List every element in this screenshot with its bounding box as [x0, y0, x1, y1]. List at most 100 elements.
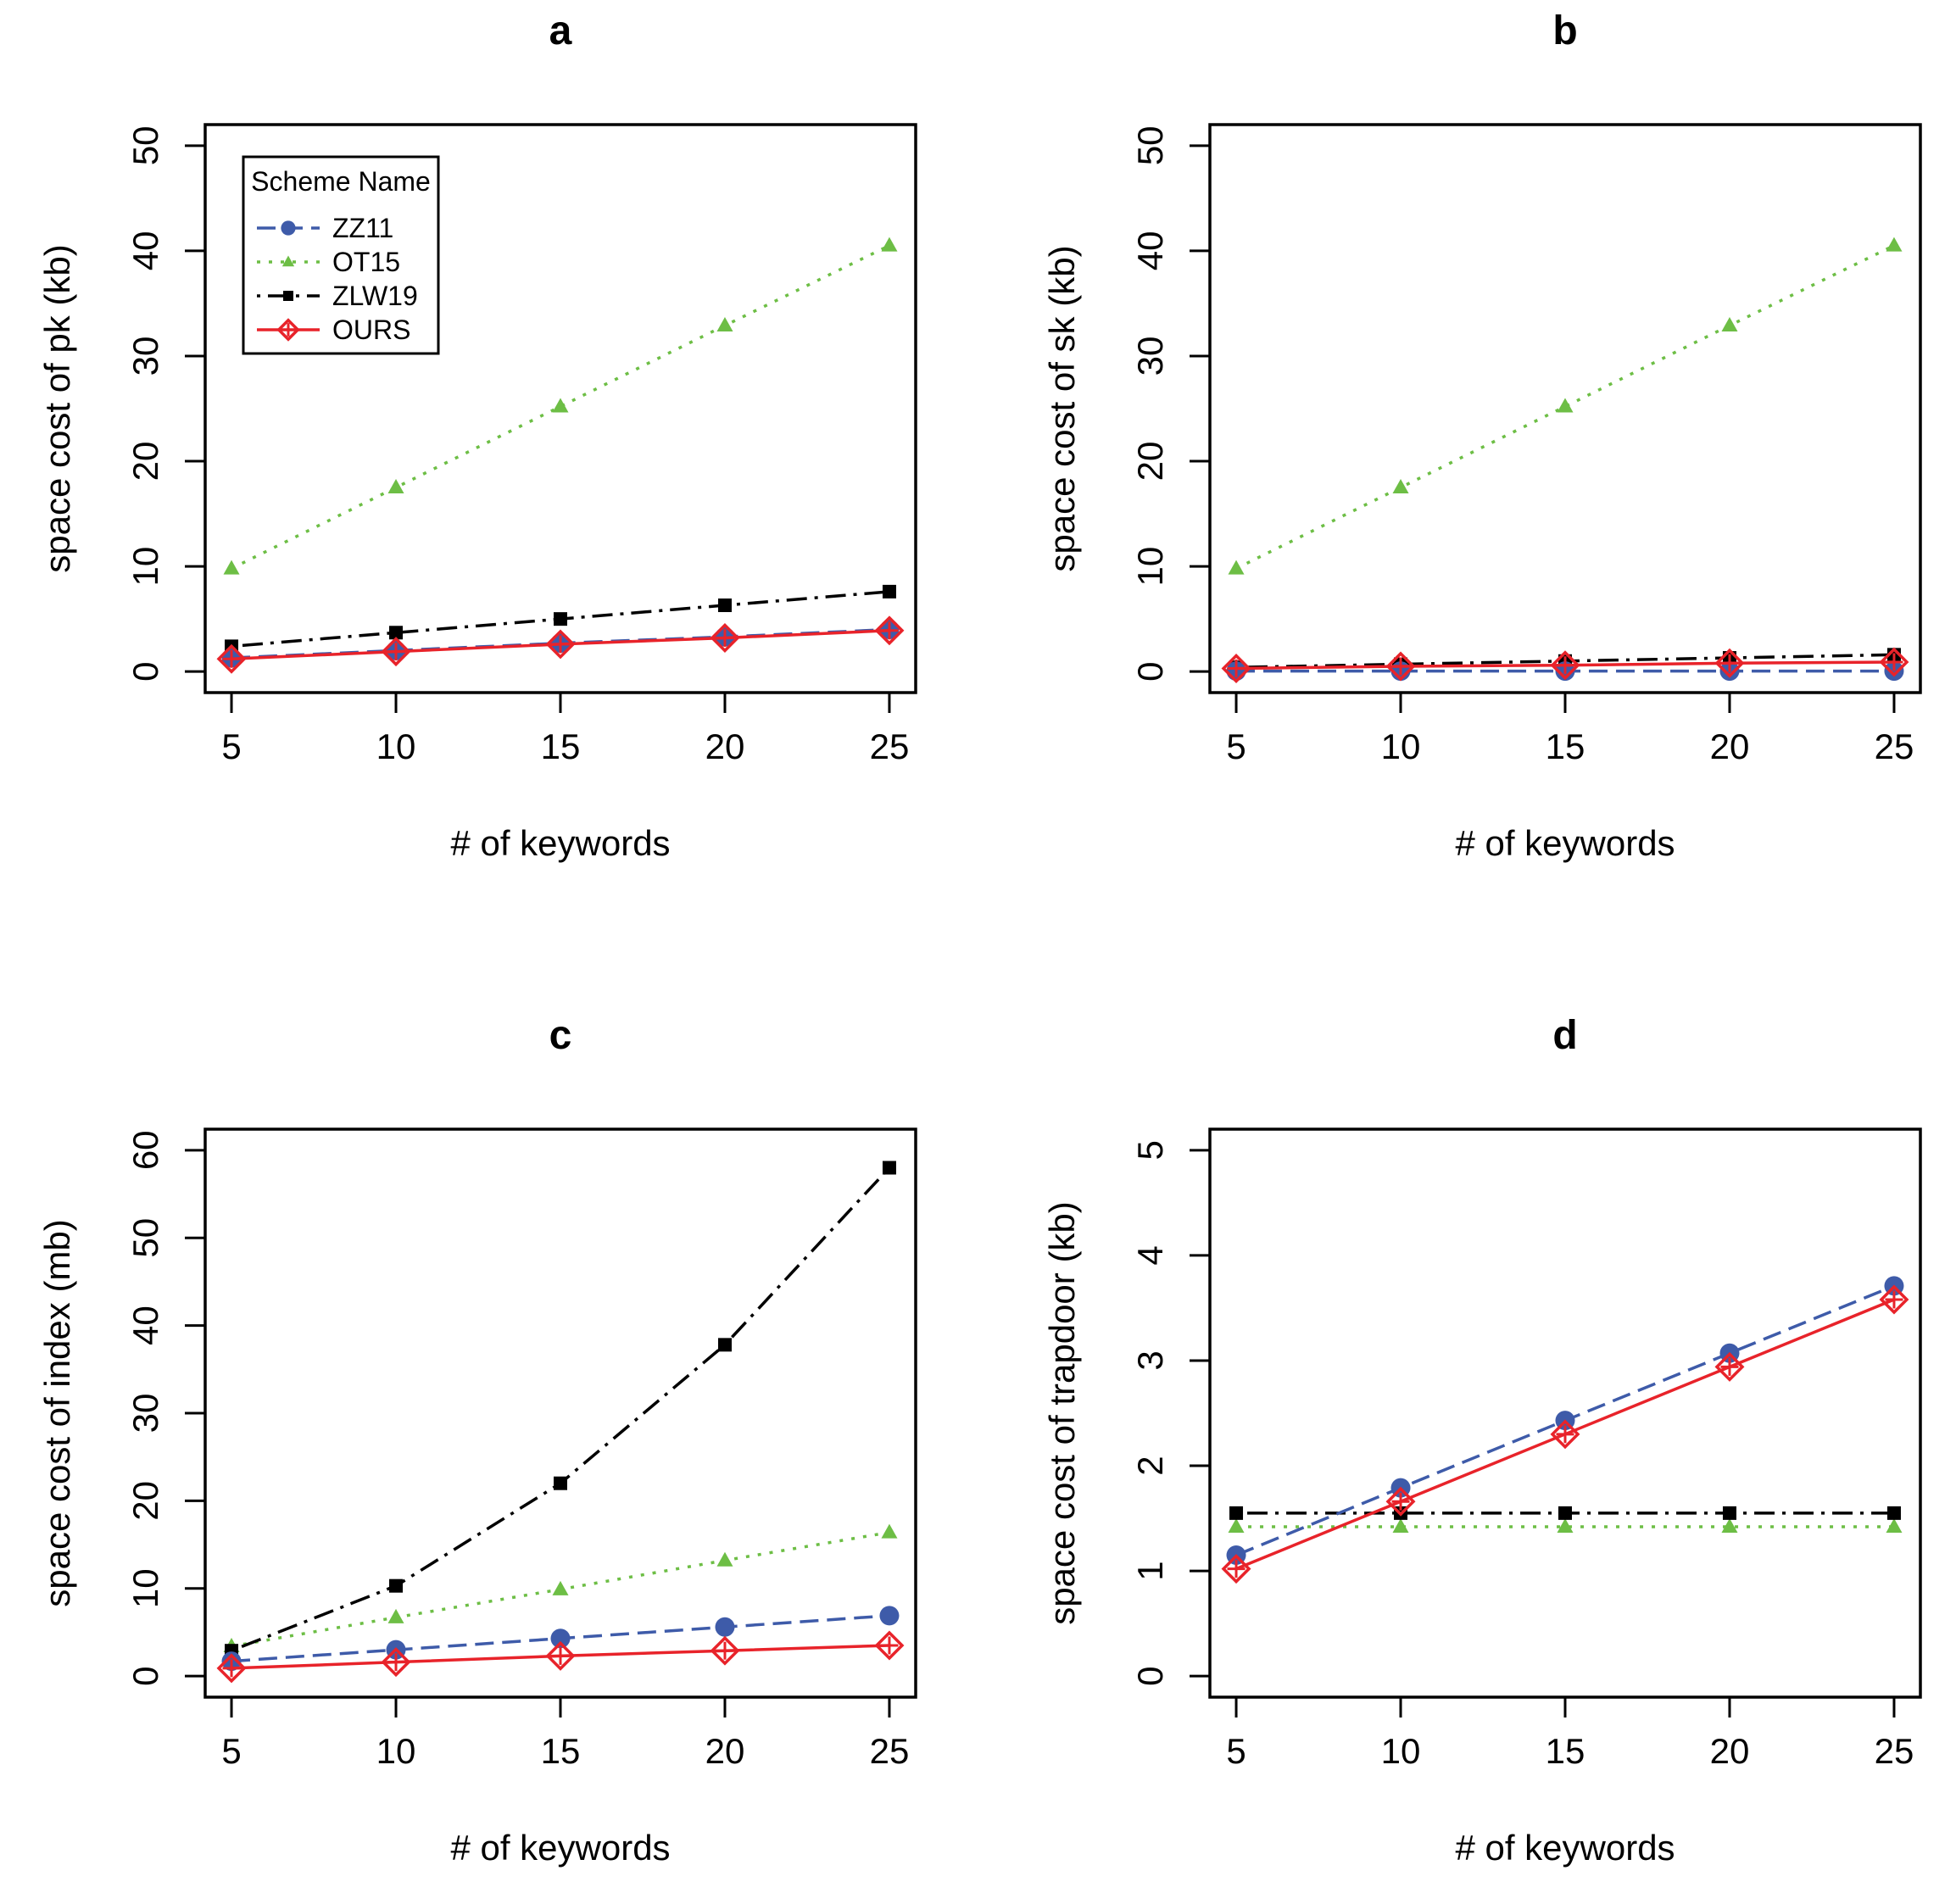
marker-diamond — [1714, 648, 1745, 678]
y-tick-label: 0 — [125, 662, 165, 682]
legend-entry-ot15: OT15 — [257, 247, 400, 277]
marker-diamond — [216, 1653, 247, 1684]
series-ours — [216, 615, 905, 674]
y-axis-label: space cost of index (mb) — [37, 1219, 77, 1607]
marker-diamond — [1385, 651, 1416, 682]
legend-entry-ours: OURS — [257, 315, 410, 345]
marker-square — [717, 1338, 732, 1352]
panel-a: a 5 10 15 20 25 0 10 20 30 40 50 # of keywords space … — [37, 8, 917, 863]
marker-square — [1722, 1506, 1736, 1520]
marker-square — [389, 626, 404, 640]
y-axis-label: space cost of pk (kb) — [37, 244, 77, 573]
y-tick-label: 50 — [125, 125, 165, 165]
legend-box — [242, 155, 440, 355]
legend-label: ZZ11 — [332, 213, 393, 243]
marker-diamond — [381, 637, 411, 667]
marker-triangle — [716, 316, 733, 331]
y-tick-label: 5 — [1130, 1140, 1170, 1160]
series-zlw19 — [1229, 1506, 1901, 1520]
x-tick-label: 15 — [1546, 727, 1585, 766]
y-tick-label: 0 — [1130, 662, 1170, 682]
marker-triangle — [387, 479, 404, 494]
panel-title: a — [549, 8, 572, 53]
y-tick-label: 50 — [125, 1218, 165, 1258]
x-tick-label: 10 — [376, 727, 416, 766]
legend-entry-zlw19: ZLW19 — [257, 281, 418, 311]
marker-triangle — [281, 255, 295, 267]
x-tick-label: 25 — [1875, 727, 1914, 766]
y-tick-label: 40 — [125, 231, 165, 271]
x-tick-label: 20 — [1710, 1731, 1750, 1771]
y-tick-label: 30 — [125, 337, 165, 376]
y-tick-label: 40 — [125, 1306, 165, 1345]
y-tick-label: 4 — [1130, 1245, 1170, 1265]
marker-diamond — [1221, 1554, 1251, 1584]
x-tick-label: 5 — [221, 727, 241, 766]
marker-diamond — [545, 629, 576, 660]
x-tick-label: 5 — [1226, 1731, 1245, 1771]
marker-square — [717, 598, 732, 613]
x-axis-label: # of keywords — [450, 823, 670, 863]
y-tick-label: 20 — [1130, 442, 1170, 482]
marker-circle — [281, 220, 296, 236]
y-tick-label: 2 — [1130, 1456, 1170, 1475]
x-tick-label: 15 — [541, 727, 581, 766]
series-ours — [1221, 647, 1909, 683]
legend-label: ZLW19 — [332, 281, 418, 311]
series-line — [231, 1166, 891, 1652]
y-tick-label: 30 — [125, 1394, 165, 1434]
x-tick-label: 15 — [541, 1731, 581, 1771]
marker-diamond — [1550, 1419, 1580, 1450]
marker-square — [283, 291, 293, 301]
marker-square — [554, 612, 567, 626]
marker-triangle — [1228, 1518, 1245, 1533]
x-tick-label: 25 — [870, 727, 910, 766]
x-tick-label: 10 — [376, 1731, 416, 1771]
marker-diamond — [1385, 1486, 1416, 1517]
plot-frame — [203, 1127, 917, 1699]
marker-square — [554, 1476, 567, 1490]
marker-diamond — [381, 1647, 411, 1678]
marker-square — [1886, 1506, 1901, 1520]
plot-frame — [203, 123, 917, 694]
marker-triangle — [1557, 398, 1574, 413]
marker-triangle — [1392, 479, 1409, 494]
y-tick-label: 30 — [1130, 337, 1170, 376]
marker-triangle — [1886, 1518, 1903, 1533]
y-tick-label: 0 — [125, 1667, 165, 1686]
marker-circle — [550, 1628, 571, 1649]
legend-label: OURS — [332, 315, 410, 345]
y-tick-label: 10 — [125, 1568, 165, 1608]
marker-diamond — [710, 1635, 740, 1666]
marker-triangle — [387, 1608, 404, 1623]
series-ot15 — [1228, 237, 1903, 575]
marker-triangle — [223, 560, 240, 575]
marker-circle — [879, 1606, 900, 1626]
marker-triangle — [552, 398, 569, 413]
x-tick-label: 5 — [1226, 727, 1245, 766]
marker-diamond — [1221, 653, 1251, 683]
x-tick-label: 20 — [1710, 727, 1750, 766]
marker-diamond — [1714, 1351, 1745, 1382]
x-tick-label: 25 — [870, 1731, 910, 1771]
panel-c: c 5 10 15 20 25 0 10 20 30 40 50 60 # of keywords spac… — [37, 1013, 917, 1868]
y-tick-label: 0 — [1130, 1667, 1170, 1686]
series-zlw19 — [225, 584, 896, 654]
marker-square — [882, 584, 896, 598]
plot-frame — [1208, 123, 1922, 694]
marker-triangle — [1557, 1518, 1574, 1533]
marker-circle — [715, 1617, 735, 1637]
legend-entry-zz11: ZZ11 — [257, 213, 393, 243]
panel-b: b 5 10 15 20 25 0 10 20 30 40 50 # of keywords space … — [1042, 8, 1922, 863]
marker-diamond — [1879, 1284, 1909, 1315]
marker-square — [1558, 1506, 1572, 1520]
y-tick-label: 3 — [1130, 1350, 1170, 1370]
marker-triangle — [1721, 316, 1738, 331]
marker-triangle — [881, 237, 898, 252]
legend-label: OT15 — [332, 247, 400, 277]
panel-title: c — [549, 1013, 572, 1058]
marker-triangle — [1886, 237, 1903, 252]
y-axis-label: space cost of sk (kb) — [1042, 245, 1082, 571]
y-tick-label: 40 — [1130, 231, 1170, 271]
